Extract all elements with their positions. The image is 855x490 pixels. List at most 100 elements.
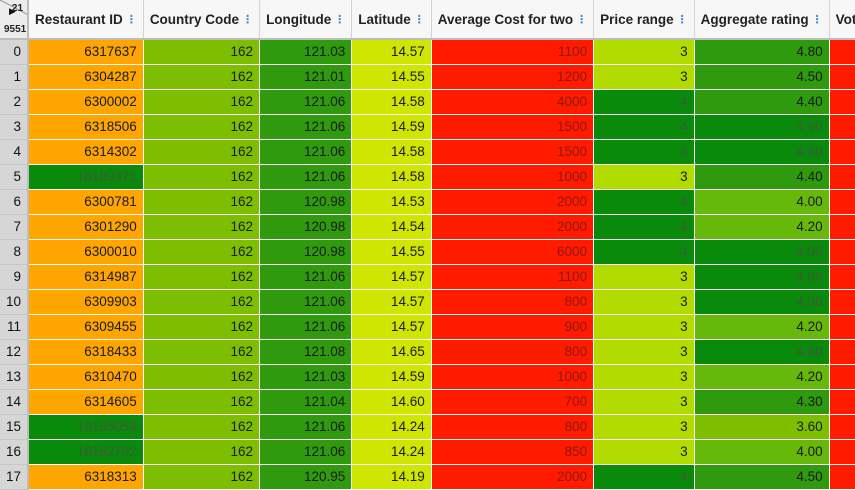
table-cell[interactable]: 4.40 xyxy=(694,89,830,115)
table-cell[interactable]: 4 xyxy=(593,114,695,140)
table-cell[interactable]: 162 xyxy=(143,239,261,265)
table-cell[interactable]: 850 xyxy=(431,439,595,465)
column-menu-icon[interactable]: ⋮ xyxy=(413,13,425,26)
row-index[interactable]: 11 xyxy=(0,314,30,340)
table-cell[interactable]: 4.90 xyxy=(694,114,830,140)
table-cell[interactable]: 3 xyxy=(593,439,695,465)
table-cell[interactable]: 162 xyxy=(143,389,261,415)
table-cell[interactable]: 14.58 xyxy=(351,139,432,165)
row-index[interactable]: 1 xyxy=(0,64,30,90)
table-cell[interactable]: 121.01 xyxy=(259,64,353,90)
table-cell[interactable]: 532 xyxy=(829,264,855,290)
table-cell[interactable]: 162 xyxy=(143,314,261,340)
table-cell[interactable]: 120.98 xyxy=(259,239,353,265)
table-cell[interactable]: 1200 xyxy=(431,64,595,90)
table-cell[interactable]: 4.80 xyxy=(694,39,830,65)
table-cell[interactable]: 4.20 xyxy=(694,364,830,390)
table-cell[interactable]: 29 xyxy=(829,414,855,440)
table-cell[interactable]: 14.59 xyxy=(351,364,432,390)
row-index[interactable]: 8 xyxy=(0,239,30,265)
table-cell[interactable]: 4.30 xyxy=(694,389,830,415)
row-index[interactable]: 5 xyxy=(0,164,30,190)
column-menu-icon[interactable]: ⋮ xyxy=(576,13,588,26)
table-cell[interactable]: 18185059 xyxy=(28,414,144,440)
table-cell[interactable]: 14.55 xyxy=(351,239,432,265)
table-cell[interactable]: 3 xyxy=(593,164,695,190)
table-cell[interactable]: 365 xyxy=(829,114,855,140)
table-cell[interactable]: 6314605 xyxy=(28,389,144,415)
table-cell[interactable]: 3 xyxy=(593,414,695,440)
table-cell[interactable]: 162 xyxy=(143,214,261,240)
table-cell[interactable]: 14.24 xyxy=(351,414,432,440)
table-cell[interactable]: 1500 xyxy=(431,139,595,165)
column-header-average-cost[interactable]: Average Cost for two ⋮ xyxy=(431,0,595,40)
table-cell[interactable]: 162 xyxy=(143,364,261,390)
table-cell[interactable]: 6314302 xyxy=(28,139,144,165)
table-cell[interactable]: 314 xyxy=(829,39,855,65)
table-cell[interactable]: 294 xyxy=(829,339,855,365)
table-cell[interactable]: 700 xyxy=(431,389,595,415)
column-menu-icon[interactable]: ⋮ xyxy=(676,13,688,26)
table-cell[interactable]: 162 xyxy=(143,139,261,165)
table-cell[interactable]: 6318433 xyxy=(28,339,144,365)
row-index[interactable]: 0 xyxy=(0,39,30,65)
table-cell[interactable]: 14.24 xyxy=(351,439,432,465)
table-cell[interactable]: 2000 xyxy=(431,189,595,215)
table-cell[interactable]: 255 xyxy=(829,464,855,490)
table-cell[interactable]: 162 xyxy=(143,414,261,440)
table-cell[interactable]: 2000 xyxy=(431,214,595,240)
table-cell[interactable]: 800 xyxy=(431,289,595,315)
table-cell[interactable]: 162 xyxy=(143,464,261,490)
table-cell[interactable]: 4.80 xyxy=(694,139,830,165)
table-cell[interactable]: 6301290 xyxy=(28,214,144,240)
table-cell[interactable]: 4 xyxy=(593,89,695,115)
table-cell[interactable]: 121.06 xyxy=(259,314,353,340)
table-cell[interactable]: 4 xyxy=(593,189,695,215)
play-right-icon[interactable]: ▶ xyxy=(9,6,16,16)
table-cell[interactable]: 4 xyxy=(593,239,695,265)
column-menu-icon[interactable]: ⋮ xyxy=(334,13,346,26)
column-header-price-range[interactable]: Price range ⋮ xyxy=(593,0,695,40)
table-cell[interactable]: 4 xyxy=(593,139,695,165)
column-header-country-code[interactable]: Country Code ⋮ xyxy=(143,0,261,40)
table-cell[interactable]: 4.90 xyxy=(694,239,830,265)
table-cell[interactable]: 3 xyxy=(593,289,695,315)
column-menu-icon[interactable]: ⋮ xyxy=(242,13,254,26)
row-index[interactable]: 17 xyxy=(0,464,30,490)
table-cell[interactable]: 1100 xyxy=(431,264,595,290)
table-cell[interactable]: 4.00 xyxy=(694,439,830,465)
row-index[interactable]: 3 xyxy=(0,114,30,140)
table-cell[interactable]: 121.06 xyxy=(259,164,353,190)
table-cell[interactable]: 3 xyxy=(593,64,695,90)
table-cell[interactable]: 6300781 xyxy=(28,189,144,215)
table-cell[interactable]: 6317637 xyxy=(28,39,144,65)
table-cell[interactable]: 6300002 xyxy=(28,89,144,115)
table-cell[interactable]: 6000 xyxy=(431,239,595,265)
table-cell[interactable]: 162 xyxy=(143,89,261,115)
table-cell[interactable]: 677 xyxy=(829,214,855,240)
row-index[interactable]: 6 xyxy=(0,189,30,215)
table-cell[interactable]: 121.06 xyxy=(259,414,353,440)
table-cell[interactable]: 14.57 xyxy=(351,264,432,290)
table-cell[interactable]: 162 xyxy=(143,339,261,365)
table-cell[interactable]: 120.98 xyxy=(259,189,353,215)
corner-cell[interactable]: ▶ 21 9551 xyxy=(0,0,30,40)
column-menu-icon[interactable]: ⋮ xyxy=(125,13,137,26)
table-cell[interactable]: 14.57 xyxy=(351,39,432,65)
table-cell[interactable]: 4.00 xyxy=(694,189,830,215)
row-index[interactable]: 2 xyxy=(0,89,30,115)
column-header-aggregate-rating[interactable]: Aggregate rating ⋮ xyxy=(694,0,830,40)
table-cell[interactable]: 120.98 xyxy=(259,214,353,240)
table-cell[interactable]: 900 xyxy=(431,314,595,340)
table-cell[interactable]: 121.08 xyxy=(259,339,353,365)
table-cell[interactable]: 591 xyxy=(829,64,855,90)
table-cell[interactable]: 3 xyxy=(593,364,695,390)
